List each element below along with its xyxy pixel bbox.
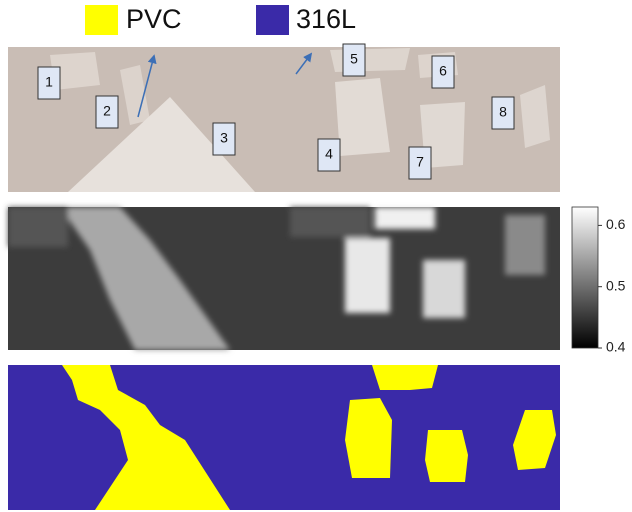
label-number: 8: [499, 104, 507, 120]
label-number: 6: [439, 63, 447, 79]
colorbar-tick-label: 0.4: [606, 339, 626, 355]
page: {"legend": [{"label": "PVC", "color": "#…: [0, 0, 632, 512]
label-number: 3: [220, 130, 228, 146]
legend-label: PVC: [126, 4, 182, 34]
colorbar-tick-label: 0.5: [606, 277, 626, 293]
photo-panel: [8, 47, 560, 192]
colorbar-ticks: 0.6 0.5 0.4: [598, 216, 626, 355]
label-number: 4: [325, 146, 333, 162]
figure: PVC 316L 1 2 3 4 5 6 7 8 0.6 0.5 0.4: [0, 0, 632, 512]
classification-map: [8, 365, 560, 510]
colorbar: [572, 207, 598, 348]
label-number: 5: [350, 51, 358, 67]
label-number: 2: [103, 103, 111, 119]
legend-swatch: [256, 5, 289, 35]
label-number: 1: [45, 74, 53, 90]
label-number: 7: [416, 154, 424, 170]
colorbar-tick-label: 0.6: [606, 216, 626, 232]
legend-swatch: [85, 5, 118, 35]
grayscale-map: [8, 207, 560, 350]
legend-label: 316L: [296, 4, 356, 34]
